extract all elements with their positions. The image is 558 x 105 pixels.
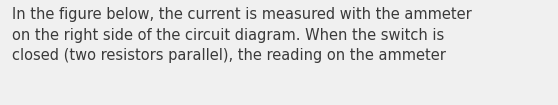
Text: In the figure below, the current is measured with the ammeter
on the right side : In the figure below, the current is meas…	[12, 7, 472, 63]
